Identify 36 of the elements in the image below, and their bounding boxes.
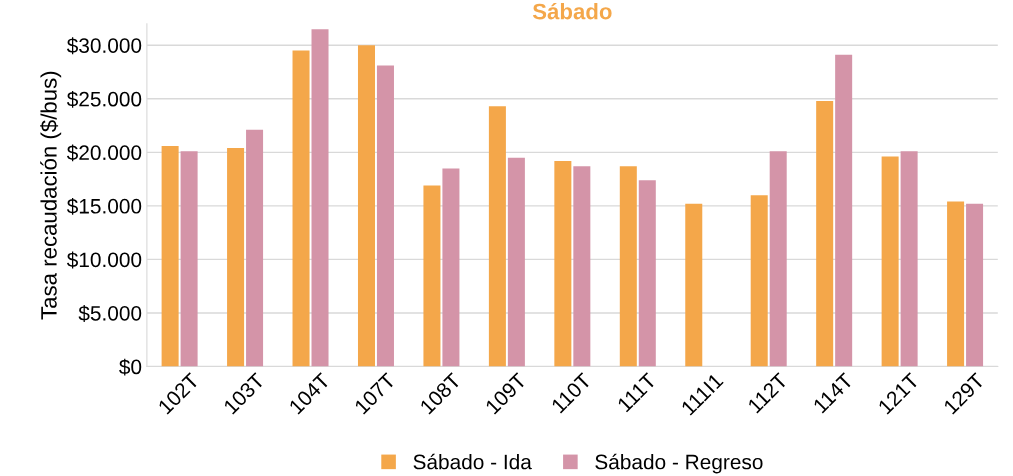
bar xyxy=(227,148,245,367)
bar xyxy=(900,151,918,367)
y-tick-label: $10.000 xyxy=(66,251,142,269)
bar xyxy=(180,151,198,367)
bar xyxy=(488,106,506,367)
bar xyxy=(442,168,460,367)
y-tick-label: $15.000 xyxy=(66,198,142,215)
bar xyxy=(750,195,768,367)
y-tick-label: $30.000 xyxy=(66,37,142,55)
bar xyxy=(376,65,394,367)
y-tick-label: $25.000 xyxy=(66,90,142,108)
bar xyxy=(816,100,834,367)
y-tick-label: $20.000 xyxy=(66,144,142,162)
chart-title: Sábado xyxy=(532,2,612,20)
bar xyxy=(423,185,441,367)
bar xyxy=(835,54,853,367)
legend-label: Sábado - Ida xyxy=(413,453,532,470)
bar xyxy=(947,201,965,367)
bar xyxy=(554,160,572,367)
bar xyxy=(769,151,787,367)
bar xyxy=(507,157,525,367)
bar xyxy=(246,129,264,367)
bar xyxy=(311,29,329,367)
bar xyxy=(161,145,179,367)
bar xyxy=(619,166,637,367)
bar xyxy=(966,203,984,367)
bar xyxy=(357,45,375,367)
y-axis-title: Tasa recaudación ($/bus) xyxy=(40,71,62,320)
y-tick-label: $5.000 xyxy=(78,305,142,322)
bar xyxy=(292,50,310,367)
bar xyxy=(573,166,591,367)
bar xyxy=(881,156,899,367)
bar xyxy=(638,180,656,367)
bar xyxy=(685,203,703,367)
legend-label: Sábado - Regreso xyxy=(595,453,763,474)
y-tick-label: $0 xyxy=(119,358,142,376)
